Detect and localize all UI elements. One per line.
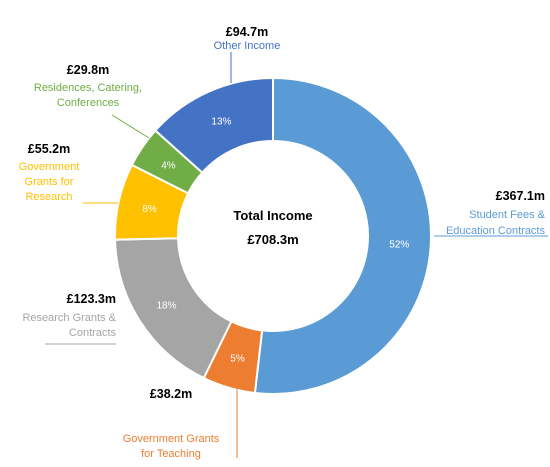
center-total: £708.3m	[247, 232, 298, 247]
percent-label-research-grants-contracts: 18%	[157, 300, 177, 311]
callout-line-residences-catering-conferences	[111, 114, 150, 139]
amount-label-research-grants-contracts: £123.3m	[67, 292, 116, 306]
amount-label-residences-catering-conferences: £29.8m	[67, 63, 109, 77]
category-label-government-grants-for-teaching: Government Grants for Teaching	[123, 433, 220, 460]
category-label-research-grants-contracts: Research Grants & Contracts	[22, 312, 116, 339]
donut-slices: 52% 5% 18% 8% 4% 13%	[114, 76, 432, 395]
percent-label-residences-catering-conferences: 4%	[161, 161, 176, 172]
callout-labels: £367.1m Student Fees & Education Contracts…	[19, 25, 546, 460]
amount-label-student-fees-education-contracts: £367.1m	[496, 189, 545, 203]
percent-label-government-grants-for-research: 8%	[142, 204, 157, 215]
category-label-government-grants-for-research: Government Grants for Research	[19, 161, 80, 203]
percent-label-government-grants-for-teaching: 5%	[230, 353, 245, 364]
amount-label-government-grants-for-research: £55.2m	[28, 142, 70, 156]
category-label-residences-catering-conferences: Residences, Catering, Conferences	[34, 82, 142, 109]
center-title: Total Income	[233, 208, 312, 223]
percent-label-other-income: 13%	[211, 116, 231, 127]
amount-label-other-income: £94.7m	[226, 25, 268, 39]
amount-label-government-grants-for-teaching: £38.2m	[150, 387, 192, 401]
callout-lines	[45, 52, 548, 458]
slice-other-income	[153, 76, 274, 175]
category-label-student-fees-education-contracts: Student Fees & Education Contracts	[446, 209, 546, 237]
category-label-other-income: Other Income	[214, 40, 281, 52]
slice-student-fees-education-contracts	[253, 76, 432, 395]
percent-label-student-fees-education-contracts: 52%	[389, 239, 409, 250]
